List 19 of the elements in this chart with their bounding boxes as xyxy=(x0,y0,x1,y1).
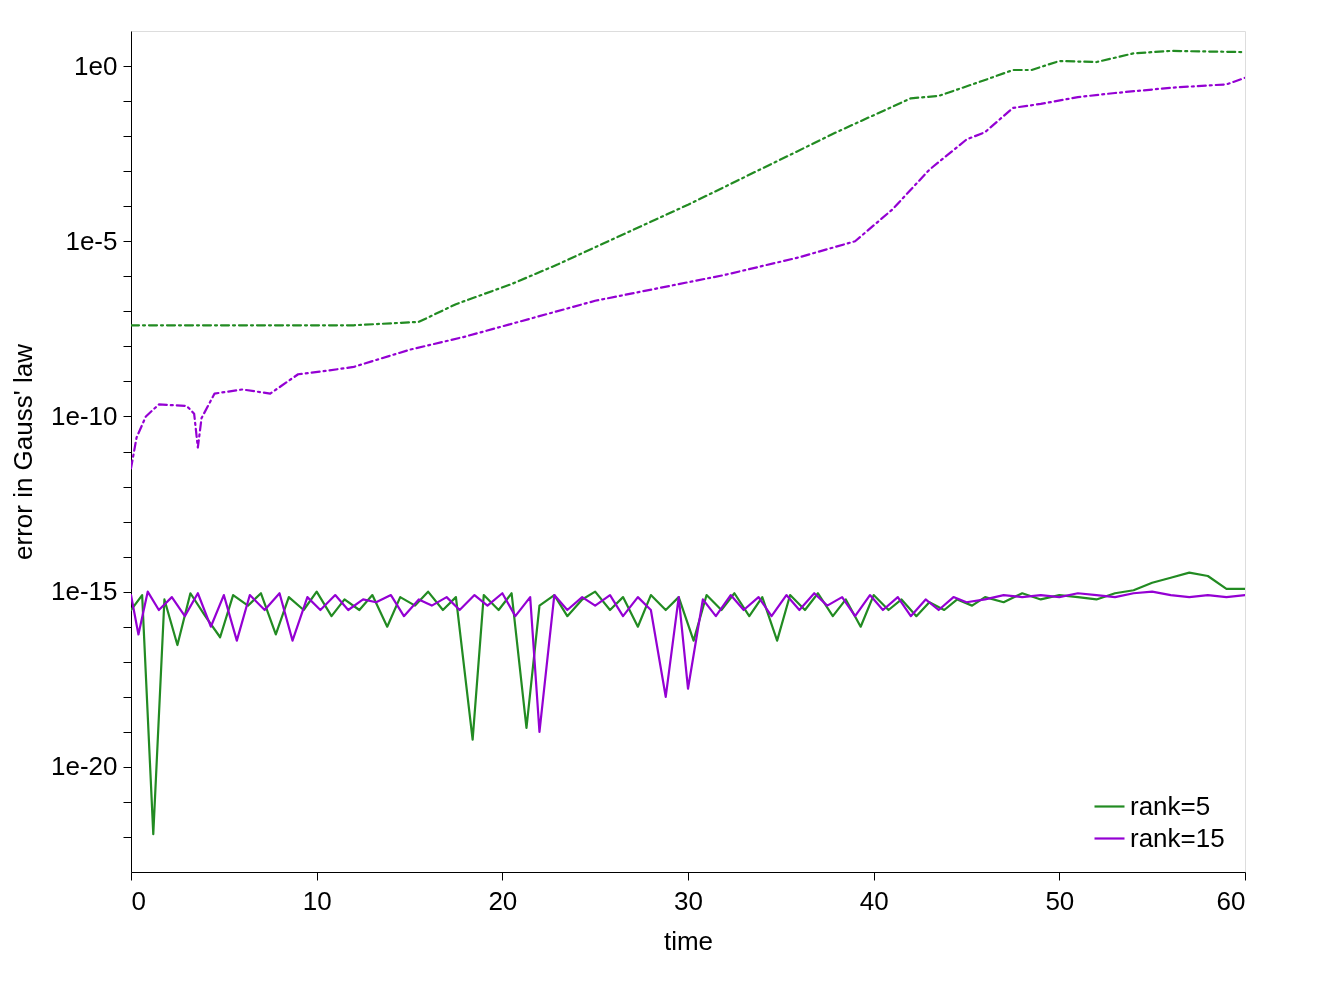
x-tick-label: 40 xyxy=(859,885,889,916)
x-axis-title: time xyxy=(663,925,714,956)
legend-label: rank=15 xyxy=(1130,822,1225,853)
x-tick-label: 10 xyxy=(302,885,332,916)
y-tick-label: 1e-20 xyxy=(51,751,118,782)
y-axis-title: error in Gauss' law xyxy=(8,343,38,560)
x-tick-label: 30 xyxy=(674,885,703,916)
y-tick-label: 1e-5 xyxy=(65,225,118,256)
x-tick-label: 0 xyxy=(131,885,146,916)
y-tick-label: 1e-15 xyxy=(51,576,118,607)
x-tick-label: 60 xyxy=(1216,885,1246,916)
line-series xyxy=(131,76,1245,470)
legend-label: rank=5 xyxy=(1130,790,1211,821)
line-series xyxy=(131,590,1245,733)
y-tick-label: 1e0 xyxy=(74,50,118,81)
y-tick-label: 1e-10 xyxy=(51,400,118,431)
x-tick-label: 20 xyxy=(488,885,518,916)
x-tick-label: 50 xyxy=(1045,885,1075,916)
line-series xyxy=(131,49,1245,327)
